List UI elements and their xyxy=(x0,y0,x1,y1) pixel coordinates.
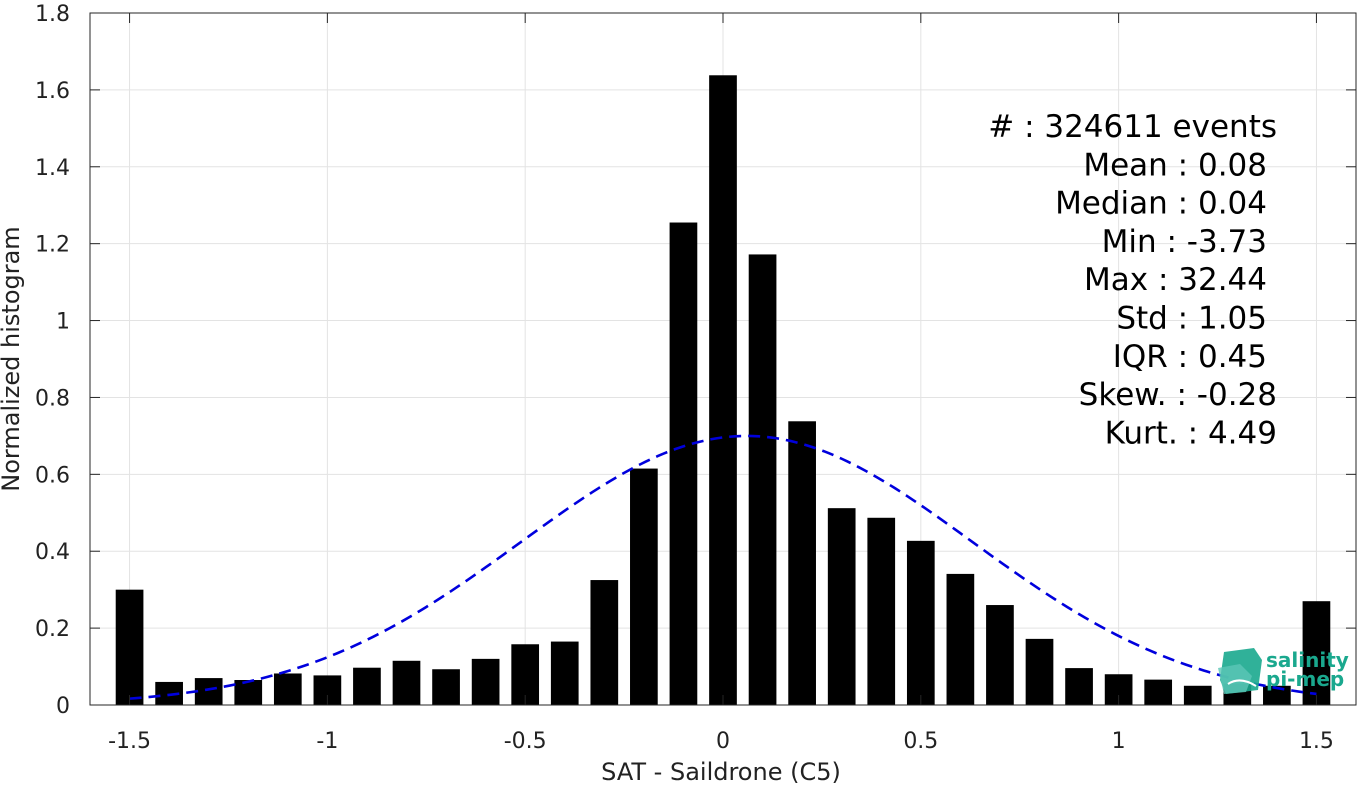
x-tick-label: 1 xyxy=(1112,729,1126,754)
x-tick-label: 0.5 xyxy=(903,729,938,754)
logo-text-salinity: salinity xyxy=(1266,648,1349,672)
histogram-bar xyxy=(906,540,935,705)
histogram-bar xyxy=(1183,685,1212,705)
histogram-bar xyxy=(1025,638,1054,705)
y-tick-label: 1.6 xyxy=(35,79,70,104)
histogram-bar xyxy=(115,589,144,705)
histogram-bar xyxy=(867,517,896,705)
axis-ticks: -1.5 -1 -0.5 0 0.5 1 1.5 0 0.2 0.4 0.6 0.8 1 1.2 1.4 1.… xyxy=(35,2,1356,754)
y-axis-label: Normalized histogram xyxy=(0,226,25,491)
salinity-pimep-logo: salinity pi-mep xyxy=(1218,648,1349,694)
y-tick-label: 0.2 xyxy=(35,617,70,642)
histogram-bar xyxy=(669,222,698,705)
histogram-bar xyxy=(471,658,500,705)
y-tick-label: 1.8 xyxy=(35,2,70,27)
x-tick-label: 1.5 xyxy=(1299,729,1334,754)
stat-line: Max : 32.44 xyxy=(1084,262,1267,298)
y-tick-label: 1.2 xyxy=(35,233,70,258)
y-tick-label: 1 xyxy=(56,310,70,335)
stat-line: Std : 1.05 xyxy=(1116,301,1267,337)
stat-line: Median : 0.04 xyxy=(1055,186,1267,222)
stat-line: Kurt. : 4.49 xyxy=(1105,415,1277,451)
logo-mark-icon xyxy=(1218,648,1262,694)
histogram-bar xyxy=(788,421,816,705)
histogram-bar xyxy=(432,669,460,705)
histogram-bar xyxy=(630,468,658,705)
histogram-bar xyxy=(511,644,540,705)
histogram-bar xyxy=(392,660,421,705)
stat-line: Skew. : -0.28 xyxy=(1079,377,1277,413)
histogram-bar xyxy=(827,508,856,705)
y-tick-label: 0 xyxy=(56,694,70,719)
y-tick-label: 0.8 xyxy=(35,386,70,411)
histogram-bar xyxy=(273,673,302,705)
x-tick-label: -1.5 xyxy=(108,729,151,754)
histogram-bar xyxy=(590,580,619,705)
histogram-bar xyxy=(155,681,183,705)
x-tick-label: -0.5 xyxy=(504,729,547,754)
y-tick-label: 0.6 xyxy=(35,463,70,488)
y-tick-label: 0.4 xyxy=(35,540,70,565)
x-tick-label: -1 xyxy=(316,729,338,754)
histogram-bar xyxy=(353,667,381,705)
histogram-bar xyxy=(1065,668,1093,705)
histogram-bars xyxy=(115,75,1331,706)
histogram-bar xyxy=(194,678,223,705)
stat-line: IQR : 0.45 xyxy=(1113,339,1267,375)
histogram-bar xyxy=(748,254,777,706)
gaussian-fit-curve xyxy=(129,434,1317,700)
logo-text-pimep: pi-mep xyxy=(1266,667,1344,691)
x-axis-label: SAT - Saildrone (C5) xyxy=(601,758,841,785)
stat-line: Min : -3.73 xyxy=(1102,224,1267,260)
stat-line: Mean : 0.08 xyxy=(1083,147,1267,183)
histogram-bar xyxy=(1263,685,1291,705)
histogram-bar xyxy=(234,680,263,705)
histogram-bar xyxy=(986,605,1014,705)
stat-line: # : 324611 events xyxy=(988,109,1277,145)
x-tick-label: 0 xyxy=(716,729,730,754)
histogram-bar xyxy=(550,641,579,705)
histogram-bar xyxy=(946,573,975,705)
histogram-bar xyxy=(1144,679,1173,705)
histogram-bar xyxy=(1302,601,1331,705)
histogram-bar xyxy=(709,75,737,705)
y-tick-label: 1.4 xyxy=(35,156,70,181)
